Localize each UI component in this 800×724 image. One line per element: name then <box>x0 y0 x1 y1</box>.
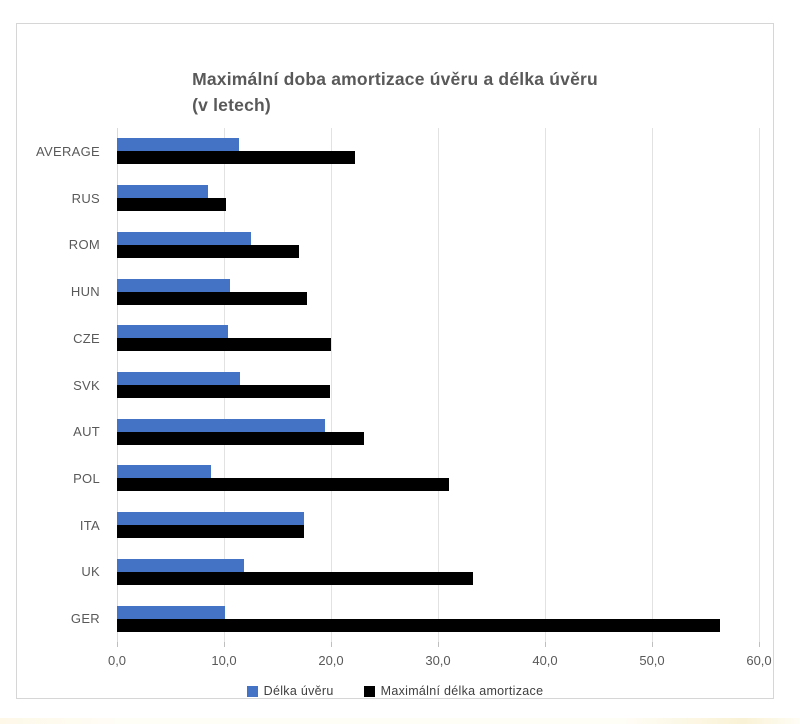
x-tick-label: 20,0 <box>318 653 344 668</box>
bar-rows <box>117 128 759 642</box>
bar <box>117 325 229 339</box>
bar <box>117 605 226 619</box>
category-label: HUN <box>70 284 100 300</box>
legend-swatch <box>246 685 258 697</box>
axis-tickmark <box>652 642 653 647</box>
category-label: UK <box>81 564 100 580</box>
bar <box>117 291 308 305</box>
gridline <box>438 128 439 642</box>
bar-row <box>117 221 759 268</box>
bar <box>117 512 305 526</box>
bar <box>117 198 227 212</box>
axis-tickmark <box>224 642 225 647</box>
axis-tickmark <box>117 642 118 647</box>
axis-tickmark <box>331 642 332 647</box>
bar-row <box>117 128 759 175</box>
gridline <box>759 128 760 642</box>
category-label: ITA <box>79 517 100 533</box>
x-tick-label: 0,0 <box>107 653 127 668</box>
bar <box>117 418 325 432</box>
chart-title: Maximální doba amortizace úvěru a délka … <box>17 66 773 118</box>
bar-row <box>117 455 759 502</box>
x-tick-label: 40,0 <box>532 653 558 668</box>
gridline <box>331 128 332 642</box>
category-label: AVERAGE <box>36 143 100 159</box>
bar <box>117 185 208 199</box>
legend-swatch <box>363 685 375 697</box>
bar <box>117 478 449 492</box>
axis-tickmark <box>438 642 439 647</box>
legend-item: Maximální délka amortizace <box>363 684 544 698</box>
category-label: SVK <box>73 377 100 393</box>
x-tick-label: 60,0 <box>746 653 772 668</box>
x-tick-label: 30,0 <box>425 653 451 668</box>
category-label: AUT <box>73 424 100 440</box>
legend-label: Délka úvěru <box>263 684 334 698</box>
category-label: POL <box>73 471 100 486</box>
bar <box>117 431 365 445</box>
bar-row <box>117 268 759 315</box>
bar-row <box>117 362 759 409</box>
y-axis-category-labels: AVERAGE RUS ROM HUN CZE SVK AUT POL ITA UK GER <box>17 128 109 642</box>
x-tick-label: 50,0 <box>639 653 665 668</box>
bar-row <box>117 315 759 362</box>
x-axis-tick-labels: 0,0 10,0 20,0 30,0 40,0 50,0 60,0 <box>108 653 772 671</box>
x-tick-label: 10,0 <box>211 653 237 668</box>
bar-row <box>117 175 759 222</box>
gridline <box>545 128 546 642</box>
bar <box>117 384 330 398</box>
bar-row <box>117 595 759 642</box>
bar-row <box>117 408 759 455</box>
bar <box>117 618 721 632</box>
chart-title-line1: Maximální doba amortizace úvěru a délka … <box>192 69 598 89</box>
bar <box>117 525 305 539</box>
bar-row <box>117 548 759 595</box>
bar <box>117 571 474 585</box>
gridline <box>652 128 653 642</box>
bar <box>117 558 245 572</box>
bar <box>117 278 231 292</box>
bar <box>117 244 299 258</box>
bar-row <box>117 502 759 549</box>
bar <box>117 151 355 165</box>
axis-tickmark <box>545 642 546 647</box>
chart-frame: Maximální doba amortizace úvěru a délka … <box>16 23 774 699</box>
category-label: GER <box>70 611 100 627</box>
chart-title-line2: (v letech) <box>192 95 271 115</box>
bar <box>117 138 239 152</box>
bar <box>117 465 212 479</box>
legend-item: Délka úvěru <box>246 684 334 698</box>
category-label: CZE <box>73 330 100 346</box>
bar <box>117 371 241 385</box>
plot-area <box>117 128 760 647</box>
bar <box>117 338 331 352</box>
axis-tickmark <box>759 642 760 647</box>
category-label: ROM <box>68 237 100 253</box>
bottom-edge-artifact <box>0 718 800 724</box>
legend: Délka úvěru Maximální délka amortizace <box>17 684 773 698</box>
legend-label: Maximální délka amortizace <box>380 684 544 698</box>
category-label: RUS <box>71 190 100 206</box>
bar <box>117 231 251 245</box>
